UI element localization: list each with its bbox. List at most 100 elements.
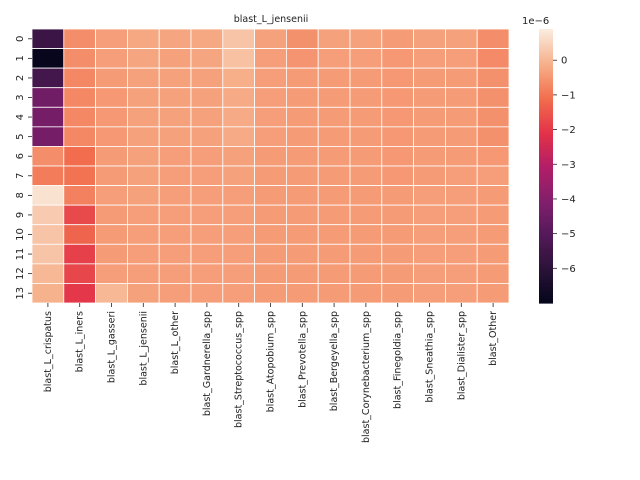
- colorbar-segment: [539, 211, 553, 215]
- heatmap-cell: [222, 106, 256, 128]
- heatmap-cell: [63, 283, 96, 304]
- colorbar-segment: [539, 51, 553, 55]
- heatmap-cell: [190, 243, 224, 265]
- heatmap-cell: [190, 106, 224, 128]
- colorbar-segment: [539, 298, 553, 302]
- heatmap-cell: [158, 87, 192, 108]
- colorbar-segment: [539, 277, 553, 281]
- heatmap-cell: [381, 204, 414, 226]
- column-tick-label: blast_Prevotella_spp: [297, 311, 308, 408]
- heatmap-cell: [349, 87, 383, 108]
- heatmap-cell: [158, 48, 192, 69]
- colorbar-segment: [539, 131, 553, 135]
- heatmap-cell: [222, 243, 256, 265]
- heatmap-cell: [222, 67, 256, 89]
- heatmap-cell: [95, 263, 128, 284]
- colorbar-segment: [539, 147, 553, 151]
- heatmap-cell: [158, 106, 192, 128]
- colorbar-segment: [539, 145, 553, 149]
- heatmap-cell: [254, 28, 287, 49]
- colorbar-segment: [539, 236, 553, 240]
- heatmap-cell: [254, 48, 287, 69]
- heatmap-cell: [31, 165, 65, 186]
- colorbar-segment: [539, 58, 553, 62]
- colorbar-segment: [539, 175, 553, 179]
- colorbar-segment: [539, 60, 553, 64]
- heatmap-cell: [317, 204, 351, 226]
- colorbar-segment: [539, 197, 553, 201]
- heatmap-cell: [349, 67, 383, 89]
- heatmap-cell: [31, 48, 65, 69]
- heatmap-cells: [31, 28, 510, 304]
- colorbar-segment: [539, 289, 553, 293]
- heatmap-cell: [158, 126, 192, 147]
- colorbar-segment: [539, 74, 553, 78]
- colorbar-segment: [539, 159, 553, 163]
- colorbar-segment: [539, 232, 553, 236]
- colorbar-segment: [539, 124, 553, 128]
- colorbar-segment: [539, 166, 553, 169]
- heatmap-cell: [31, 146, 65, 167]
- heatmap-cell: [285, 67, 319, 89]
- heatmap-cell: [222, 48, 256, 69]
- colorbar-segment: [539, 83, 553, 87]
- heatmap-cell: [254, 263, 287, 284]
- heatmap-cell: [285, 204, 319, 226]
- colorbar-segment: [539, 106, 553, 110]
- column-tick-label: blast_Corynebacterium_spp: [361, 311, 372, 443]
- heatmap-cell: [95, 146, 128, 167]
- colorbar-segment: [539, 275, 553, 279]
- colorbar-segment: [539, 33, 553, 37]
- heatmap-cell: [381, 224, 414, 245]
- colorbar-segment: [539, 220, 553, 224]
- heatmap-cell: [381, 243, 414, 265]
- heatmap-cell: [349, 146, 383, 167]
- heatmap-cell: [444, 283, 478, 304]
- colorbar-segment: [539, 99, 553, 103]
- colorbar-tick-label: −2: [561, 125, 576, 136]
- heatmap-cell: [63, 28, 96, 49]
- colorbar-segment: [539, 229, 553, 233]
- heatmap-cell: [381, 283, 414, 304]
- heatmap-cell: [158, 146, 192, 167]
- heatmap-cell: [317, 28, 351, 49]
- colorbar-segment: [539, 186, 553, 190]
- heatmap-cell: [285, 126, 319, 147]
- column-tick-label: blast_Bergeyella_spp: [329, 311, 340, 411]
- colorbar-tick-label: −3: [561, 160, 576, 171]
- heatmap-cell: [63, 48, 96, 69]
- column-tick-label: blast_L_crispatus: [43, 311, 54, 392]
- heatmap-cell: [413, 87, 446, 108]
- colorbar-segment: [539, 170, 553, 174]
- heatmap-cell: [317, 224, 351, 245]
- colorbar-segment: [539, 227, 553, 231]
- heatmap-cell: [381, 165, 414, 186]
- heatmap-cell: [158, 28, 192, 49]
- heatmap-cell: [190, 28, 224, 49]
- heatmap-cell: [190, 87, 224, 108]
- heatmap-cell: [63, 165, 96, 186]
- heatmap-cell: [254, 87, 287, 108]
- colorbar-segment: [539, 90, 553, 94]
- heatmap-cell: [222, 146, 256, 167]
- heatmap-cell: [158, 67, 192, 89]
- heatmap-cell: [444, 106, 478, 128]
- row-tick-label: 13: [15, 287, 26, 300]
- heatmap-cell: [190, 263, 224, 284]
- colorbar-segment: [539, 293, 553, 297]
- colorbar-segment: [539, 108, 553, 112]
- column-tick-label: blast_L_other: [170, 311, 181, 374]
- heatmap-cell: [31, 263, 65, 284]
- colorbar-segment: [539, 102, 553, 105]
- heatmap-cell: [222, 165, 256, 186]
- row-tick-label: 2: [15, 75, 26, 81]
- colorbar-segment: [539, 40, 553, 44]
- row-tick-label: 7: [15, 173, 26, 179]
- colorbar-segment: [539, 92, 553, 96]
- heatmap-cell: [285, 48, 319, 69]
- colorbar-segment: [539, 188, 553, 192]
- colorbar-segment: [539, 266, 553, 270]
- heatmap-cell: [476, 243, 510, 265]
- heatmap-cell: [254, 67, 287, 89]
- heatmap-cell: [222, 28, 256, 49]
